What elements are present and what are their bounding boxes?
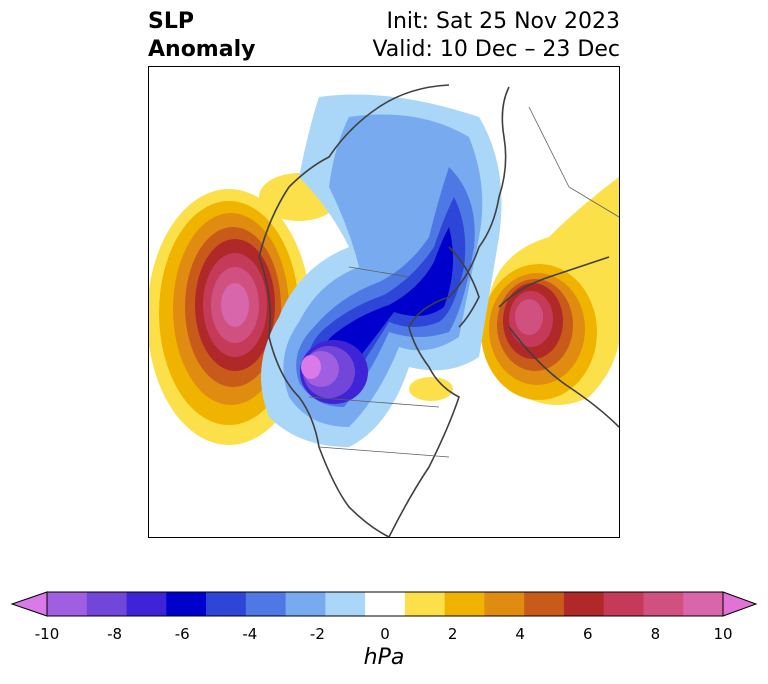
colorbar-extend-max — [722, 591, 758, 617]
colorbar-segment — [206, 592, 247, 616]
colorbar-tick-label: 4 — [515, 625, 525, 643]
colorbar-tick-label: -4 — [242, 625, 258, 643]
map-dates: Init: Sat 25 Nov 2023 Valid: 10 Dec – 23… — [372, 8, 620, 64]
title-variable: SLP — [148, 9, 194, 34]
colorbar-segment — [484, 592, 525, 616]
colorbar-segment — [47, 592, 88, 616]
colorbar-outline — [46, 591, 724, 617]
polar-low-anomaly — [261, 94, 502, 447]
colorbar-segment — [603, 592, 644, 616]
colorbar — [10, 591, 758, 617]
colorbar-tick-label: -8 — [107, 625, 123, 643]
valid-range: Valid: 10 Dec – 23 Dec — [372, 37, 620, 62]
colorbar-segment — [444, 592, 485, 616]
colorbar-extend-min — [10, 591, 48, 617]
colorbar-segment — [166, 592, 207, 616]
colorbar-segment — [325, 592, 366, 616]
colorbar-segment — [126, 592, 167, 616]
eurasian-high-anomaly — [481, 177, 619, 405]
colorbar-segment — [524, 592, 565, 616]
map-canvas — [149, 84, 619, 537]
colorbar-segment — [563, 592, 605, 616]
colorbar-segment — [643, 592, 684, 616]
colorbar-segment — [404, 592, 446, 616]
colorbar-segments — [10, 591, 758, 617]
colorbar-segment — [365, 592, 406, 616]
colorbar-unit: hPa — [363, 645, 405, 670]
colorbar-tick-label: -6 — [174, 625, 190, 643]
colorbar-segment — [683, 592, 724, 616]
borders — [308, 106, 619, 458]
colorbar-tick-label: -2 — [309, 625, 325, 643]
title-field: Anomaly — [148, 37, 256, 62]
colorbar-tick-label: 10 — [713, 625, 733, 643]
init-date: Init: Sat 25 Nov 2023 — [386, 9, 620, 34]
colorbar-tick-label: 8 — [650, 625, 661, 643]
colorbar-tick-label: 6 — [583, 625, 593, 643]
colorbar-segment — [86, 592, 128, 616]
colorbar-tick-label: 0 — [380, 625, 390, 643]
colorbar-tick-label: -10 — [34, 625, 60, 643]
coastlines — [258, 84, 619, 537]
colorbar-segment — [245, 592, 287, 616]
map-title: SLP Anomaly — [148, 8, 255, 64]
colorbar-segment — [285, 592, 326, 616]
anomaly-map — [148, 66, 620, 538]
colorbar-tick-label: 2 — [447, 625, 458, 643]
